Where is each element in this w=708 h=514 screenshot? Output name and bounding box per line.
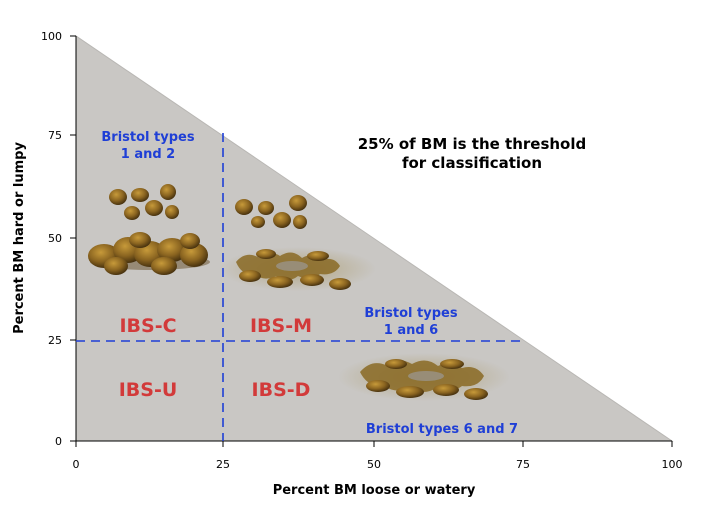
bristol-hard-label-line2: 1 and 2 xyxy=(121,147,175,162)
bristol-mixed-label-line2: 1 and 6 xyxy=(384,323,438,338)
lumpy-sausage-illustration xyxy=(88,232,210,275)
x-axis-ticks xyxy=(75,441,673,447)
y-tick-label: 0 xyxy=(55,435,62,448)
y-tick-label: 25 xyxy=(48,334,62,347)
y-tick-label: 75 xyxy=(48,129,62,142)
region-ibs-u: IBS-U xyxy=(119,379,178,401)
y-axis-ticks xyxy=(70,35,76,442)
region-ibs-c: IBS-C xyxy=(119,315,176,337)
bristol-loose-label: Bristol types 6 and 7 xyxy=(366,422,518,437)
region-ibs-d: IBS-D xyxy=(252,379,311,401)
y-tick-label: 100 xyxy=(41,30,62,43)
threshold-note-line1: 25% of BM is the threshold xyxy=(358,135,587,153)
x-tick-label: 50 xyxy=(367,458,381,471)
x-axis-title: Percent BM loose or watery xyxy=(273,483,476,498)
y-axis-title: Percent BM hard or lumpy xyxy=(12,142,27,334)
bristol-mixed-label-line1: Bristol types xyxy=(364,306,457,321)
mushy-stool-illustration xyxy=(220,247,376,291)
watery-stool-illustration xyxy=(338,353,510,401)
y-tick-label: 50 xyxy=(48,232,62,245)
threshold-note-line2: for classification xyxy=(402,154,542,172)
region-ibs-m: IBS-M xyxy=(250,315,312,337)
x-tick-label: 0 xyxy=(73,458,80,471)
bristol-hard-label-line1: Bristol types xyxy=(101,130,194,145)
x-tick-label: 100 xyxy=(662,458,683,471)
x-tick-label: 75 xyxy=(516,458,530,471)
mixed-lumps-illustration xyxy=(235,195,307,229)
x-tick-label: 25 xyxy=(216,458,230,471)
hard-lumps-illustration xyxy=(109,184,179,220)
